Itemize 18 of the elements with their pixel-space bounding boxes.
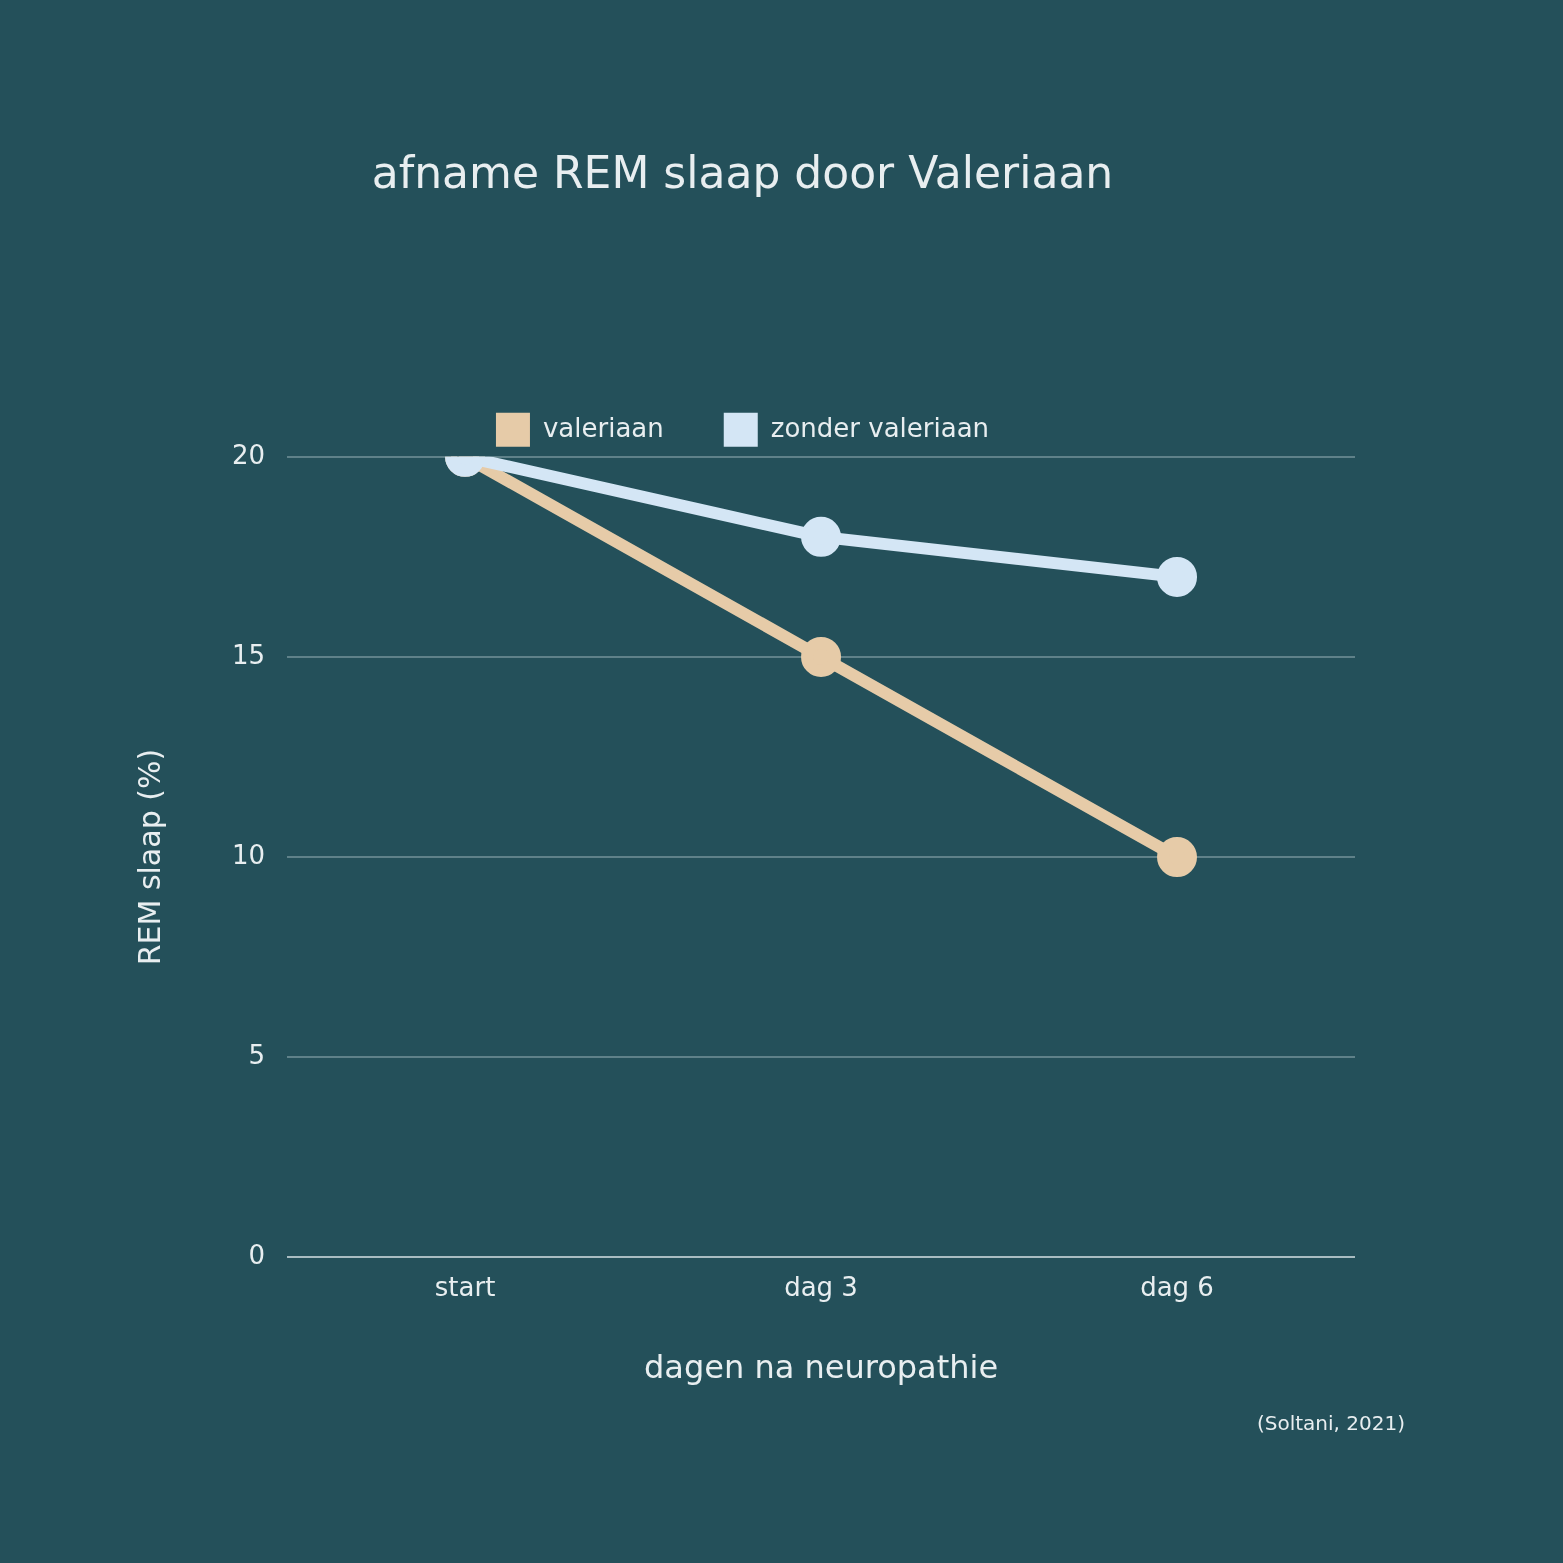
text: (Soltani, 2021) <box>1256 1411 1405 1436</box>
y-tick-label: 20 <box>231 439 266 470</box>
x-tick-label: start <box>434 1271 496 1302</box>
point <box>801 636 842 677</box>
point <box>801 516 842 557</box>
x-axis-title: dagen na neuropathie <box>644 1348 999 1387</box>
point <box>1157 556 1198 597</box>
y-axis-title: REM slaap (%) <box>131 748 167 966</box>
x-tick-label: dag 3 <box>784 1271 858 1302</box>
legend-label: valeriaan <box>542 412 664 443</box>
chart-title: afname REM slaap door Valeriaan <box>371 146 1114 198</box>
y-tick-label: 5 <box>248 1040 266 1070</box>
legend-label: zonder valeriaan <box>770 412 990 443</box>
y-tick-label: 0 <box>248 1240 266 1271</box>
point <box>1157 837 1198 878</box>
y-tick-label: 15 <box>231 639 266 670</box>
y-tick-label: 10 <box>231 839 266 870</box>
x-tick-label: dag 6 <box>1140 1271 1214 1302</box>
